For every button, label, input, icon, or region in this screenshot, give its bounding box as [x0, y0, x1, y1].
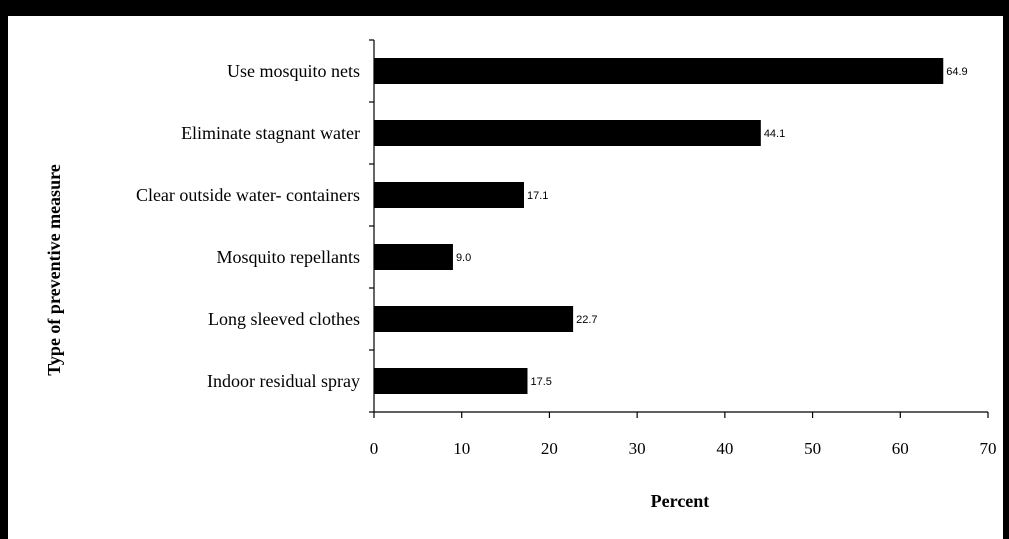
data-label: 17.5 — [531, 376, 552, 388]
data-label: 44.1 — [764, 128, 785, 140]
category-label: Clear outside water- containers — [136, 185, 360, 205]
x-tick-label: 40 — [716, 439, 733, 458]
data-label: 64.9 — [946, 66, 967, 78]
category-label: Mosquito repellants — [217, 247, 360, 267]
bar — [374, 120, 761, 146]
bar — [374, 244, 453, 270]
category-label: Indoor residual spray — [207, 371, 360, 391]
x-tick-label: 30 — [629, 439, 646, 458]
x-tick-label: 20 — [541, 439, 558, 458]
bar — [374, 368, 528, 394]
x-tick-label: 70 — [980, 439, 997, 458]
x-axis-title: Percent — [651, 491, 710, 511]
bar — [374, 306, 574, 332]
x-tick-label: 10 — [453, 439, 470, 458]
data-label: 9.0 — [456, 252, 471, 264]
x-tick-label: 60 — [892, 439, 909, 458]
data-label: 22.7 — [576, 314, 597, 326]
frame-top — [0, 0, 1009, 16]
data-label: 17.1 — [527, 190, 548, 202]
y-axis-title: Type of preventive measure — [44, 164, 64, 375]
frame-right — [1003, 0, 1009, 539]
x-tick-label: 50 — [804, 439, 821, 458]
bar — [374, 182, 524, 208]
plot-area: 0 10 20 30 40 50 60 70 Use mosquito nets 64.9 Elim… — [136, 39, 997, 458]
category-label: Use mosquito nets — [227, 61, 360, 81]
bar — [374, 58, 944, 84]
category-label: Eliminate stagnant water — [181, 123, 360, 143]
category-label: Long sleeved clothes — [208, 309, 360, 329]
frame-left — [0, 0, 8, 539]
x-tick-label: 0 — [370, 439, 379, 458]
